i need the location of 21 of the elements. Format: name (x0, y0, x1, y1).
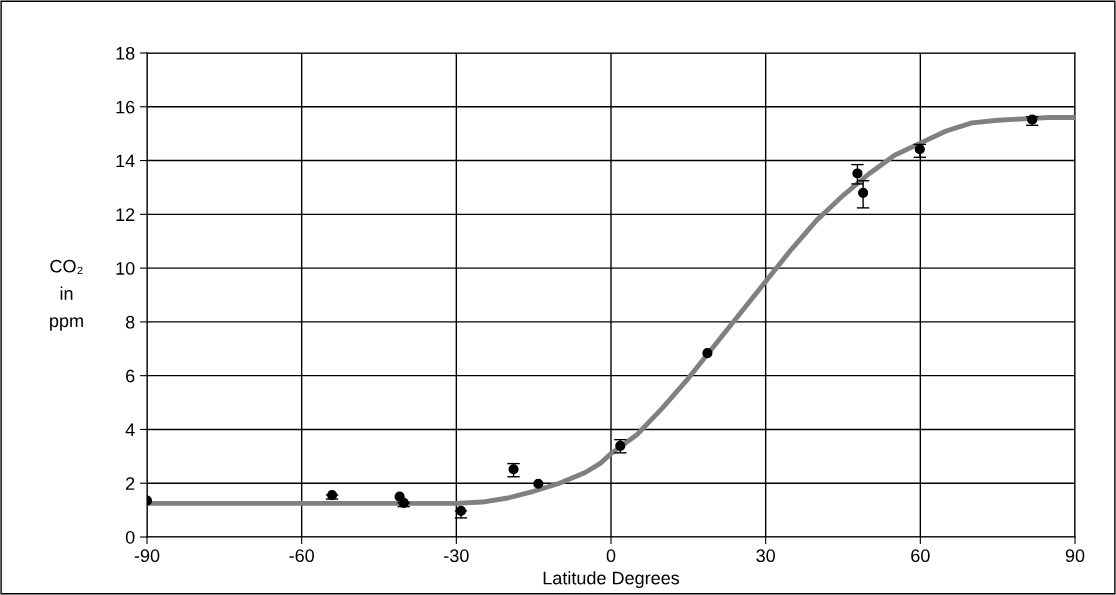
y-tick-label: 4 (125, 423, 135, 436)
y-tick-label: 14 (116, 154, 135, 168)
y-tick-label: 16 (116, 100, 135, 114)
x-tick-label: -30 (444, 549, 469, 563)
x-tick-label: -90 (134, 549, 160, 563)
point (702, 347, 713, 359)
y-tick-label: 12 (116, 208, 135, 221)
x-tick-label: 0 (606, 549, 616, 563)
y-tick-label: 18 (116, 46, 135, 60)
x-tick-label: -60 (289, 549, 315, 563)
y-tick-label: 6 (126, 369, 135, 383)
y-tick-label: 8 (125, 315, 135, 329)
y-tick-label: 2 (126, 477, 135, 490)
point (533, 478, 544, 489)
y-tick-label: 0 (125, 530, 135, 544)
x-tick-label: 30 (756, 549, 775, 563)
x-tick-label: 60 (911, 549, 930, 563)
y-tick-label: 10 (116, 262, 135, 275)
x-axis-title: Latitude Degrees (543, 571, 680, 589)
x-tick-label: 90 (1065, 549, 1085, 563)
y-axis-title: CO₂ in ppm (50, 259, 83, 331)
